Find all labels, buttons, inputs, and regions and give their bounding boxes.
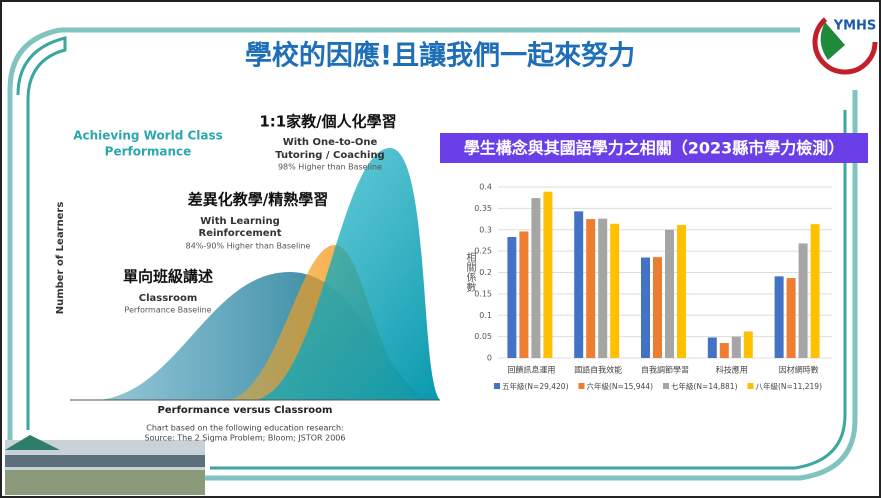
figure-heading: Achieving World Class (73, 129, 223, 143)
legend-label: 五年級(N=29,420) (502, 381, 569, 391)
label-note: Performance Baseline (124, 306, 211, 315)
bar (786, 278, 796, 358)
border-decor (210, 110, 847, 470)
bar (574, 211, 584, 358)
y-tick-label: 0 (487, 354, 492, 363)
x-tick-label: 科技應用 (716, 365, 748, 375)
legend-label: 六年級(N=15,944) (587, 381, 654, 391)
y-tick-label: 0.1 (479, 311, 492, 320)
x-tick-label: 國語自我效能 (574, 365, 622, 375)
legend-swatch (578, 383, 585, 389)
building-photo (5, 435, 205, 495)
y-tick-label: 0.15 (474, 289, 492, 298)
bar (507, 237, 517, 358)
bar (743, 331, 753, 358)
bar (774, 276, 784, 358)
bar (653, 257, 662, 358)
x-tick-label: 回饋訊息運用 (507, 365, 555, 375)
bar (531, 198, 541, 358)
slide-title: 學校的因應!且讓我們一起來努力 (245, 40, 635, 72)
label-title: 差異化教學/精熟學習 (188, 191, 328, 209)
border-decor (7, 27, 800, 440)
curve-tutoring (255, 148, 440, 400)
left-figure: Achieving World Class Performance 1:1家教/… (55, 113, 440, 443)
y-tick-label: 0.3 (479, 225, 492, 234)
label-desc: With Learning (200, 216, 280, 227)
x-tick-label: 自我調節學習 (641, 365, 689, 375)
bar (677, 225, 686, 358)
bar (598, 218, 608, 358)
y-axis-label: Number of Learners (55, 202, 66, 315)
y-tick-label: 0.2 (479, 268, 492, 277)
bar (519, 231, 529, 358)
logo: YMHS (812, 9, 878, 75)
legend-swatch (663, 383, 669, 389)
source: Source: The 2 Sigma Problem; Bloom; JSTO… (145, 434, 346, 443)
label-note: 84%-90% Higher than Baseline (186, 242, 311, 251)
figure-heading: Performance (105, 145, 192, 159)
label-desc: With One-to-One (283, 137, 378, 148)
legend-swatch (747, 383, 754, 389)
chart-title-box (440, 133, 868, 163)
legend-label: 七年級(N=14,881) (671, 381, 738, 391)
source: Chart based on the following education r… (146, 424, 343, 433)
y-tick-label: 0.4 (479, 183, 492, 192)
border-decor (200, 90, 858, 481)
y-tick-label: 0.35 (474, 204, 492, 213)
bar (719, 343, 729, 358)
border-decor (16, 36, 67, 430)
label-title: 1:1家教/個人化學習 (259, 113, 396, 131)
legend-label: 八年級(N=11,219) (756, 381, 823, 391)
label-title: 單向班級講述 (123, 268, 213, 286)
bar (586, 219, 596, 358)
bar (707, 337, 717, 358)
label-desc: Reinforcement (199, 228, 282, 239)
bar (798, 243, 808, 358)
bar (610, 223, 620, 358)
bar (731, 336, 741, 358)
chart-title: 學生構念與其國語學力之相關（2023縣市學力檢測） (464, 139, 845, 158)
label-note: 98% Higher than Baseline (278, 163, 382, 172)
logo-text: YMHS (833, 19, 877, 34)
bar (810, 224, 820, 358)
x-tick-label: 因材網時數 (779, 365, 819, 375)
label-desc: Tutoring / Coaching (275, 150, 384, 161)
legend-swatch (494, 383, 500, 389)
x-axis-label: Performance versus Classroom (158, 405, 333, 416)
y-tick-label: 0.25 (474, 247, 492, 256)
bar (543, 191, 553, 358)
bar (641, 257, 650, 358)
bar (665, 229, 674, 358)
chart-y-label: 相關係數 (464, 251, 476, 293)
y-tick-label: 0.05 (474, 332, 492, 341)
label-desc: Classroom (139, 293, 198, 304)
